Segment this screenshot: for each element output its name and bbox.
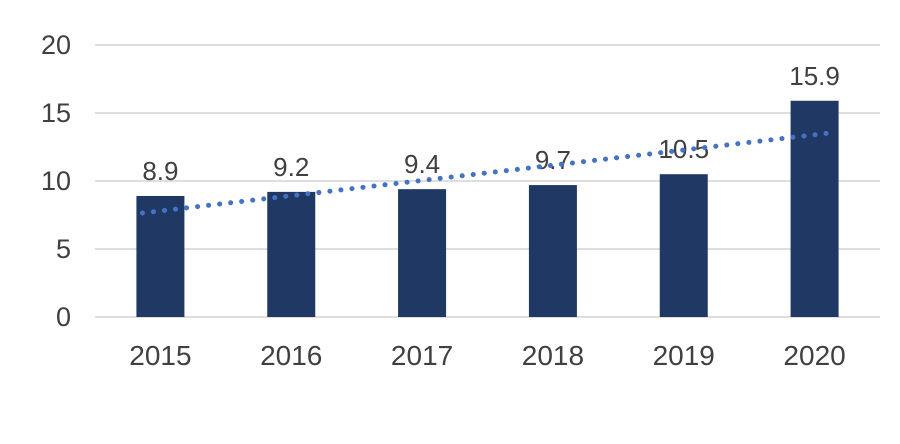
data-label-2016: 9.2 (273, 152, 309, 182)
bar-2018 (528, 185, 577, 317)
y-axis-tick-label: 0 (56, 302, 71, 332)
data-label-2020: 15.9 (789, 61, 840, 91)
y-axis-tick-label: 5 (56, 234, 71, 264)
data-label-2015: 8.9 (142, 156, 178, 186)
y-axis-tick-label: 15 (41, 98, 71, 128)
x-axis-tick-label-2020: 2020 (783, 340, 845, 371)
bar-2015 (136, 195, 185, 317)
x-axis-tick-label-2017: 2017 (391, 340, 453, 371)
y-axis-tick-label: 20 (41, 30, 71, 60)
x-axis-tick-label-2018: 2018 (522, 340, 584, 371)
x-axis-tick-label-2019: 2019 (653, 340, 715, 371)
y-axis-tick-label: 10 (41, 166, 71, 196)
bar-2016 (267, 191, 316, 317)
bar-2019 (659, 174, 708, 317)
trendline (139, 130, 836, 216)
bar-2017 (398, 189, 447, 317)
x-axis-tick-label-2015: 2015 (129, 340, 191, 371)
data-label-2018: 9.7 (535, 145, 571, 175)
data-label-2017: 9.4 (404, 149, 440, 179)
x-axis-tick-label-2016: 2016 (260, 340, 322, 371)
